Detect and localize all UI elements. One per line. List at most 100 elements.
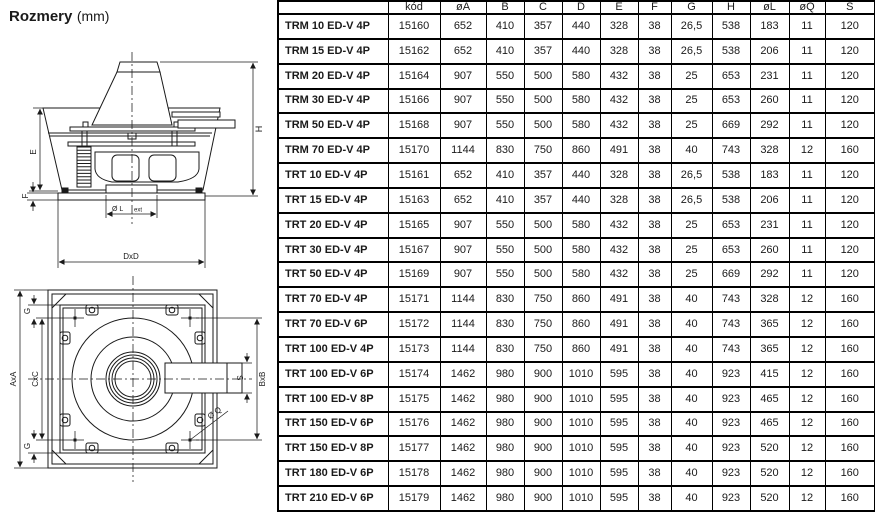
value-cell: 432 (599, 112, 639, 140)
value-cell: 440 (561, 186, 601, 214)
value-cell: 12 (788, 410, 826, 438)
dim-l-label: Ø L (112, 206, 123, 213)
plan-view (28, 276, 252, 482)
value-cell: 357 (523, 13, 563, 40)
dim-q-label: Ø Q (206, 405, 223, 421)
table-row: TRT 100 ED-V 8P 15175 1462 980 900 1010 595 38 4… (277, 385, 875, 413)
value-cell: 580 (561, 211, 601, 239)
value-cell: 580 (561, 261, 601, 289)
value-cell: 160 (824, 311, 875, 338)
value-cell: 652 (439, 37, 487, 65)
fan-cowl-cap (117, 62, 160, 72)
value-cell: 160 (824, 385, 875, 413)
value-cell: 580 (561, 87, 601, 115)
model-cell: TRM 10 ED-V 4P (277, 13, 389, 40)
value-cell: 653 (711, 87, 751, 115)
value-cell: 11 (788, 162, 826, 189)
value-cell: 432 (599, 62, 639, 90)
value-cell: 465 (749, 410, 790, 438)
value-cell: 38 (637, 87, 672, 115)
value-cell: 11 (788, 211, 826, 239)
model-cell: TRT 50 ED-V 4P (277, 261, 389, 289)
table-row: TRM 15 ED-V 4P 15162 652 410 357 440 328 38 26,5… (277, 37, 875, 65)
model-cell: TRT 150 ED-V 8P (277, 435, 389, 463)
dim-f-label: F (21, 193, 30, 198)
value-cell: 38 (637, 162, 672, 189)
value-cell: 538 (711, 13, 751, 40)
table-row: TRT 150 ED-V 8P 15177 1462 980 900 1010 595 38 4… (277, 435, 875, 463)
value-cell: 12 (788, 460, 826, 488)
value-cell: 440 (561, 13, 601, 40)
value-cell: 923 (711, 485, 751, 512)
dim-axa-label: AxA (9, 371, 18, 386)
mounting-tabs (60, 305, 205, 453)
value-cell: 580 (561, 236, 601, 264)
value-cell: 1010 (561, 360, 601, 388)
value-cell: 11 (788, 62, 826, 90)
table-row: TRT 70 ED-V 4P 15171 1144 830 750 860 491 38 40 7… (277, 286, 875, 314)
value-cell: 40 (670, 460, 713, 488)
column-header: øA (439, 0, 487, 15)
value-cell: 38 (637, 311, 672, 338)
value-cell: 160 (824, 360, 875, 388)
table-row: TRT 20 ED-V 4P 15165 907 550 500 580 432 38 25 65… (277, 211, 875, 239)
value-cell: 15172 (387, 311, 441, 338)
value-cell: 38 (637, 261, 672, 289)
rain-shield (178, 120, 235, 128)
base-plate (58, 193, 205, 200)
value-cell: 980 (485, 485, 525, 512)
value-cell: 520 (749, 435, 790, 463)
value-cell: 750 (523, 286, 563, 314)
model-cell: TRT 20 ED-V 4P (277, 211, 389, 239)
value-cell: 410 (485, 37, 525, 65)
value-cell: 500 (523, 62, 563, 90)
dim-l-suffix: ext (134, 208, 142, 214)
value-cell: 38 (637, 112, 672, 140)
value-cell: 432 (599, 261, 639, 289)
table-row: TRT 150 ED-V 6P 15176 1462 980 900 1010 595 38 4… (277, 410, 875, 438)
value-cell: 415 (749, 360, 790, 388)
value-cell: 260 (749, 236, 790, 264)
value-cell: 160 (824, 137, 875, 165)
value-cell: 160 (824, 286, 875, 314)
value-cell: 15164 (387, 62, 441, 90)
value-cell: 11 (788, 236, 826, 264)
value-cell: 520 (749, 485, 790, 512)
value-cell: 365 (749, 335, 790, 363)
value-cell: 830 (485, 311, 525, 338)
value-cell: 38 (637, 460, 672, 488)
value-cell: 1144 (439, 311, 487, 338)
table-row: TRM 50 ED-V 4P 15168 907 550 500 580 432 38 25 66… (277, 112, 875, 140)
table-row: TRM 20 ED-V 4P 15164 907 550 500 580 432 38 25 65… (277, 62, 875, 90)
value-cell: 900 (523, 360, 563, 388)
value-cell: 900 (523, 410, 563, 438)
column-header: E (599, 0, 639, 15)
value-cell: 432 (599, 87, 639, 115)
value-cell: 40 (670, 485, 713, 512)
inlet-collar (106, 185, 157, 193)
value-cell: 328 (599, 37, 639, 65)
dim-e-label: E (29, 149, 38, 154)
value-cell: 440 (561, 37, 601, 65)
value-cell: 15171 (387, 286, 441, 314)
value-cell: 15162 (387, 37, 441, 65)
dim-h-label: H (254, 126, 264, 133)
value-cell: 1010 (561, 410, 601, 438)
value-cell: 25 (670, 87, 713, 115)
table-row: TRM 30 ED-V 4P 15166 907 550 500 580 432 38 25 65… (277, 87, 875, 115)
value-cell: 1462 (439, 385, 487, 413)
value-cell: 15161 (387, 162, 441, 189)
value-cell: 160 (824, 410, 875, 438)
value-cell: 15170 (387, 137, 441, 165)
model-cell: TRT 70 ED-V 4P (277, 286, 389, 314)
value-cell: 923 (711, 435, 751, 463)
value-cell: 12 (788, 385, 826, 413)
value-cell: 40 (670, 385, 713, 413)
value-cell: 25 (670, 261, 713, 289)
value-cell: 1144 (439, 286, 487, 314)
value-cell: 465 (749, 385, 790, 413)
value-cell: 550 (485, 236, 525, 264)
value-cell: 11 (788, 13, 826, 40)
value-cell: 923 (711, 460, 751, 488)
